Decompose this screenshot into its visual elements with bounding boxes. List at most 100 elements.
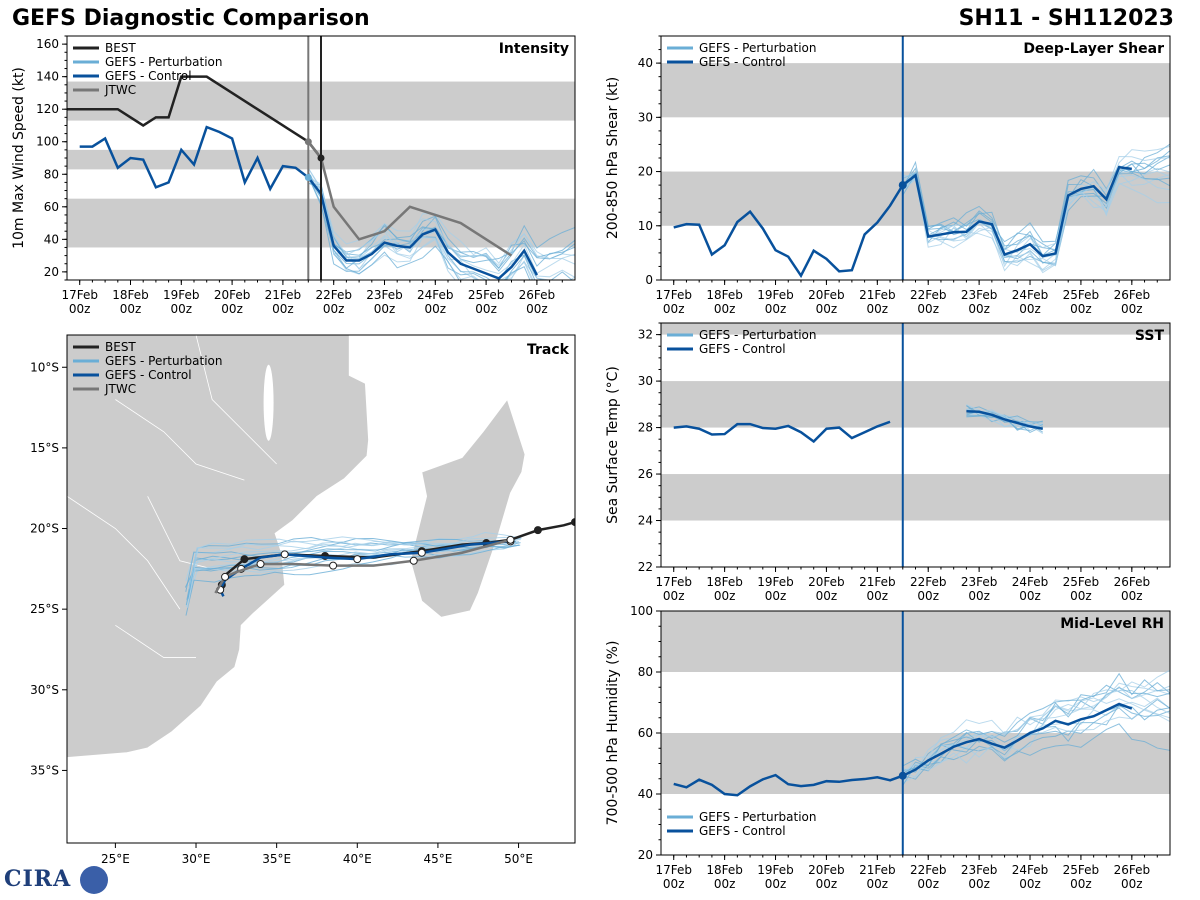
y-tick-label: 20 [44,265,59,279]
y-tick-label: 20°S [30,522,59,536]
y-tick-label: 100 [36,135,59,149]
x-tick-label: 00z [867,877,889,891]
x-tick-label: 24Feb [1012,575,1049,589]
x-tick-label: 00z [917,302,939,316]
x-tick-label: 24Feb [417,288,454,302]
x-tick-label: 18Feb [706,575,743,589]
x-tick-label: 22Feb [910,575,947,589]
x-tick-label: 18Feb [706,863,743,877]
y-axis-label: Sea Surface Temp (°C) [605,366,621,524]
legend-entry: GEFS - Control [105,69,192,83]
track-position-marker [506,535,515,544]
series-jtwcline [307,140,513,257]
x-tick-label: 22Feb [910,288,947,302]
x-tick-label: 00z [1121,302,1143,316]
band-2 [661,323,1170,335]
y-tick-label: 0 [645,273,653,287]
country-border [147,496,213,570]
legend-entry: GEFS - Perturbation [699,41,816,55]
y-tick-label: 40 [44,232,59,246]
x-tick-label: 50°E [504,852,533,866]
legend-entry: GEFS - Perturbation [105,354,222,368]
x-tick-label: 00z [765,589,787,603]
panel-title: Deep-Layer Shear [1023,41,1164,57]
track-gefs-controlline [218,540,511,597]
y-tick-label: 140 [36,70,59,84]
x-tick-label: 45°E [423,852,452,866]
x-tick-label: 19Feb [163,288,200,302]
track-position-marker [256,560,265,569]
track-jtwcline [214,538,511,594]
x-tick-label: 00z [816,302,838,316]
x-tick-label: 21Feb [859,863,896,877]
x-tick-label: 00z [816,877,838,891]
perturbation-member-line [307,172,575,275]
storm-id-title: SH11 - SH112023 [958,6,1174,31]
y-tick-label: 32 [638,328,653,342]
legend-entry: JTWC [104,382,136,396]
y-tick-label: 28 [638,421,653,435]
series-gefs-controlline [673,420,891,444]
y-tick-label: 160 [36,37,59,51]
track-position-marker [240,555,249,564]
perturbation-member-line [902,672,1170,767]
perturbation-member-line [902,178,1170,274]
panel-rh: 2040608010017Feb00z18Feb00z19Feb00z20Feb… [605,604,1171,891]
x-tick-label: 22Feb [315,288,352,302]
series-bestline [67,75,322,159]
band-1 [661,611,1170,672]
plot-area [661,323,1170,521]
x-tick-label: 21Feb [859,575,896,589]
cira-logo-text: CIRA [4,866,72,892]
x-tick-label: 00z [323,302,345,316]
x-tick-label: 19Feb [757,575,794,589]
x-tick-label: 00z [714,877,736,891]
x-tick-label: 00z [714,302,736,316]
lake-malawi [263,364,274,441]
init-point [898,181,907,190]
country-border [67,495,181,610]
y-tick-label: 100 [630,604,653,618]
perturbation-member-line [902,171,1170,272]
perturbation-member-line [902,686,1170,772]
x-tick-label: 00z [968,589,990,603]
panel-title: SST [1135,328,1165,344]
perturbation-member-line [307,178,575,270]
perturbation-member-line [902,708,1170,773]
perturbation-member-line [308,182,575,272]
y-tick-label: 40 [638,787,653,801]
x-tick-label: 00z [867,589,889,603]
x-tick-label: 25Feb [1063,863,1100,877]
track-position-marker [571,518,575,527]
x-tick-label: 22Feb [910,863,947,877]
x-tick-label: 00z [475,302,497,316]
x-tick-label: 00z [663,877,685,891]
x-tick-label: 24Feb [1012,863,1049,877]
band-1 [661,63,1170,118]
perturbation-member-line [307,179,575,280]
legend-entry: GEFS - Control [699,55,786,69]
perturbation-member-line [307,167,575,267]
y-tick-label: 26 [638,467,653,481]
x-tick-label: 25Feb [1063,288,1100,302]
x-tick-label: 00z [968,877,990,891]
perturbation-member-line [902,167,1170,257]
x-tick-label: 18Feb [112,288,149,302]
band-0 [661,474,1170,521]
x-tick-label: 26Feb [1114,575,1151,589]
jtwc-point [304,138,312,146]
x-tick-label: 00z [816,589,838,603]
x-tick-label: 00z [374,302,396,316]
y-tick-label: 60 [638,726,653,740]
x-tick-label: 21Feb [859,288,896,302]
y-tick-label: 20 [638,848,653,862]
legend-entry: GEFS - Control [105,368,192,382]
y-tick-label: 30 [638,374,653,388]
x-tick-label: 30°E [182,852,211,866]
y-tick-label: 22 [638,560,653,574]
track-position-marker [329,561,338,570]
y-tick-label: 15°S [30,441,59,455]
x-tick-label: 00z [714,589,736,603]
y-tick-label: 10 [638,219,653,233]
x-tick-label: 00z [663,302,685,316]
